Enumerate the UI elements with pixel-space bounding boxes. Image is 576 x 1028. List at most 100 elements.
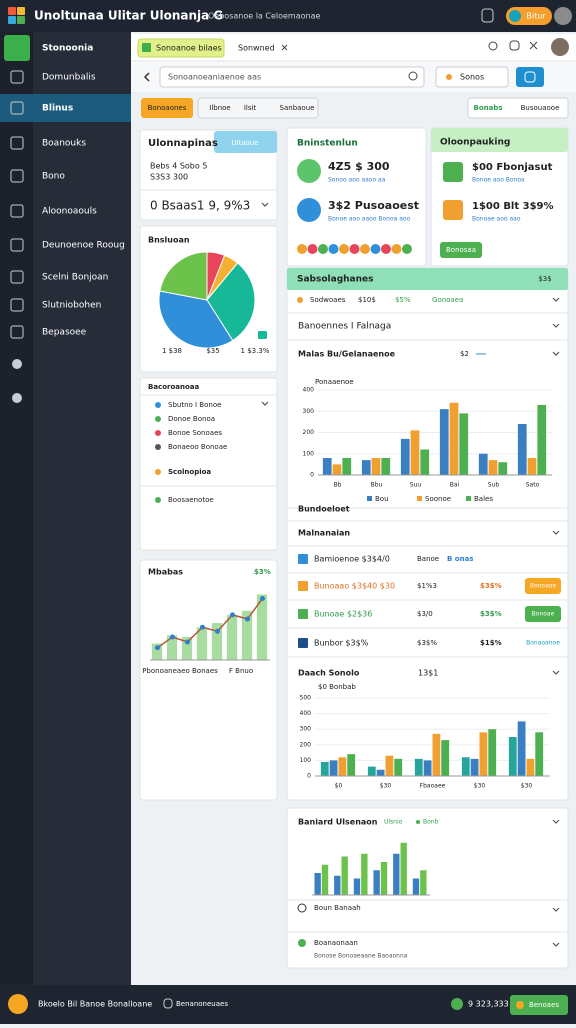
notification-icon[interactable] bbox=[481, 8, 494, 23]
nav-item[interactable]: Domunbalis bbox=[42, 73, 96, 83]
tab-label[interactable]: Sonwned bbox=[238, 44, 275, 53]
x-tick-label: Sato bbox=[526, 482, 540, 489]
table-cell: $1%3 bbox=[417, 582, 437, 590]
badge-label: Bonaoanoe bbox=[526, 640, 560, 647]
stat-icon bbox=[297, 198, 321, 222]
trend-point bbox=[200, 624, 205, 630]
tab-icon bbox=[142, 43, 151, 52]
chevron[interactable] bbox=[552, 819, 560, 824]
chevron[interactable] bbox=[261, 401, 269, 406]
bar bbox=[526, 758, 535, 776]
nav-item[interactable]: Scelni Bonjoan bbox=[42, 273, 108, 283]
legend-label: Soonoe bbox=[425, 495, 451, 503]
stat-icon bbox=[443, 162, 463, 182]
filter-label[interactable]: Ilsit bbox=[244, 104, 257, 112]
bar bbox=[361, 460, 371, 475]
filter-row[interactable]: Banoennes I Falnaga bbox=[298, 322, 391, 332]
bar bbox=[342, 458, 352, 475]
pie-footer: 1 $38 bbox=[162, 347, 182, 355]
bar bbox=[338, 757, 347, 776]
filter-label[interactable]: Sanbaoue bbox=[280, 104, 315, 112]
list-item[interactable]: Bonaeoo Bonoae bbox=[168, 443, 227, 451]
avatar bbox=[360, 244, 370, 254]
x-tick-label: $30 bbox=[474, 783, 486, 790]
chart-subtitle: $0 Bonbab bbox=[318, 683, 356, 691]
stat-value: 3$2 Pusoaoest bbox=[328, 199, 419, 212]
list-item[interactable]: Bonoe Sonoaes bbox=[168, 429, 222, 437]
search-icon bbox=[408, 71, 418, 81]
chevron[interactable] bbox=[552, 670, 560, 675]
top-bar bbox=[0, 0, 576, 32]
nav-item[interactable]: Bepasoee bbox=[42, 328, 87, 338]
logo bbox=[8, 7, 16, 15]
list-item[interactable]: Donoe Bonoa bbox=[168, 415, 215, 423]
footer-text: Bkoelo Bil Banoe Bonalloane bbox=[38, 1000, 152, 1009]
view-toggle[interactable] bbox=[467, 97, 569, 119]
table-cell: $3/0 bbox=[417, 610, 433, 618]
x-tick-label: Fbaoaee bbox=[420, 783, 446, 790]
bar bbox=[459, 413, 469, 475]
y-tick-label: 0 bbox=[310, 472, 314, 479]
search-button[interactable] bbox=[516, 67, 544, 87]
nav-item[interactable]: Boanouks bbox=[42, 139, 86, 149]
search-input[interactable] bbox=[159, 66, 425, 88]
bar bbox=[517, 721, 526, 776]
select[interactable] bbox=[435, 66, 509, 88]
nav-item[interactable]: Stonoonia bbox=[42, 44, 93, 54]
badge[interactable] bbox=[525, 578, 561, 594]
filter-button[interactable] bbox=[141, 98, 193, 118]
list-item[interactable]: Sbutno I Bonoe bbox=[168, 401, 221, 409]
footer-icon bbox=[163, 998, 173, 1009]
back[interactable] bbox=[143, 72, 150, 82]
list-item[interactable]: Boosaenotoe bbox=[168, 496, 214, 504]
button[interactable] bbox=[440, 242, 482, 258]
nav-item[interactable]: Aloonoaouls bbox=[42, 207, 97, 217]
list-icon bbox=[155, 430, 161, 436]
stat-icon bbox=[443, 200, 463, 220]
nav-icon bbox=[10, 325, 24, 339]
y-tick-label: 300 bbox=[300, 726, 312, 733]
stat-note: Bonoe aoo aaoo Bonoa aoo bbox=[328, 216, 411, 223]
bar bbox=[353, 878, 361, 895]
footer-button[interactable] bbox=[510, 995, 568, 1015]
nav-item[interactable]: Bono bbox=[42, 172, 65, 182]
x-tick-label: $30 bbox=[380, 783, 392, 790]
logo bbox=[17, 7, 25, 15]
list-item[interactable]: Scolnopioa bbox=[168, 468, 211, 476]
badge-label: Bonoaoe bbox=[530, 583, 557, 590]
y-tick-label: 500 bbox=[300, 695, 312, 702]
nav-item[interactable]: Deunoenoe Rooug bbox=[42, 241, 125, 251]
chevron[interactable] bbox=[552, 323, 560, 328]
chevron[interactable] bbox=[552, 530, 560, 535]
summary-line: Bebs 4 Sobo 5 bbox=[150, 162, 207, 171]
close bbox=[529, 41, 538, 50]
tab[interactable] bbox=[137, 38, 225, 58]
row-icon bbox=[298, 554, 308, 564]
bar bbox=[361, 853, 368, 895]
chevron[interactable] bbox=[552, 907, 560, 912]
chevron[interactable] bbox=[261, 202, 269, 207]
tag-dot bbox=[416, 820, 420, 824]
list-item[interactable]: Boanaonaan bbox=[314, 939, 358, 947]
search-icon bbox=[488, 41, 498, 51]
summary-line: S3S3 300 bbox=[150, 173, 188, 182]
card-title: Baniard Ulsenaon bbox=[298, 818, 378, 827]
list-item[interactable]: Boun Banaah bbox=[314, 904, 361, 912]
nav-item[interactable]: Blinus bbox=[42, 104, 73, 114]
filter-label[interactable]: Ilbnoe bbox=[209, 104, 230, 112]
bar bbox=[527, 458, 537, 475]
chevron[interactable] bbox=[552, 297, 560, 302]
card bbox=[139, 377, 278, 551]
nav-item[interactable]: Slutniobohen bbox=[42, 301, 101, 311]
note: Bonose Bonoaeaane Baoaonna bbox=[314, 953, 408, 960]
filter-group[interactable] bbox=[197, 97, 319, 119]
chevron[interactable] bbox=[552, 942, 560, 947]
sidebar-icons bbox=[0, 32, 33, 985]
chevron[interactable] bbox=[552, 351, 560, 356]
y-tick-label: 100 bbox=[300, 757, 312, 764]
row-cell: $5% bbox=[395, 296, 411, 304]
table-cell: Bunoaao $3$40 $30 bbox=[314, 582, 395, 591]
badge[interactable] bbox=[525, 606, 561, 622]
item-icon bbox=[298, 939, 306, 947]
